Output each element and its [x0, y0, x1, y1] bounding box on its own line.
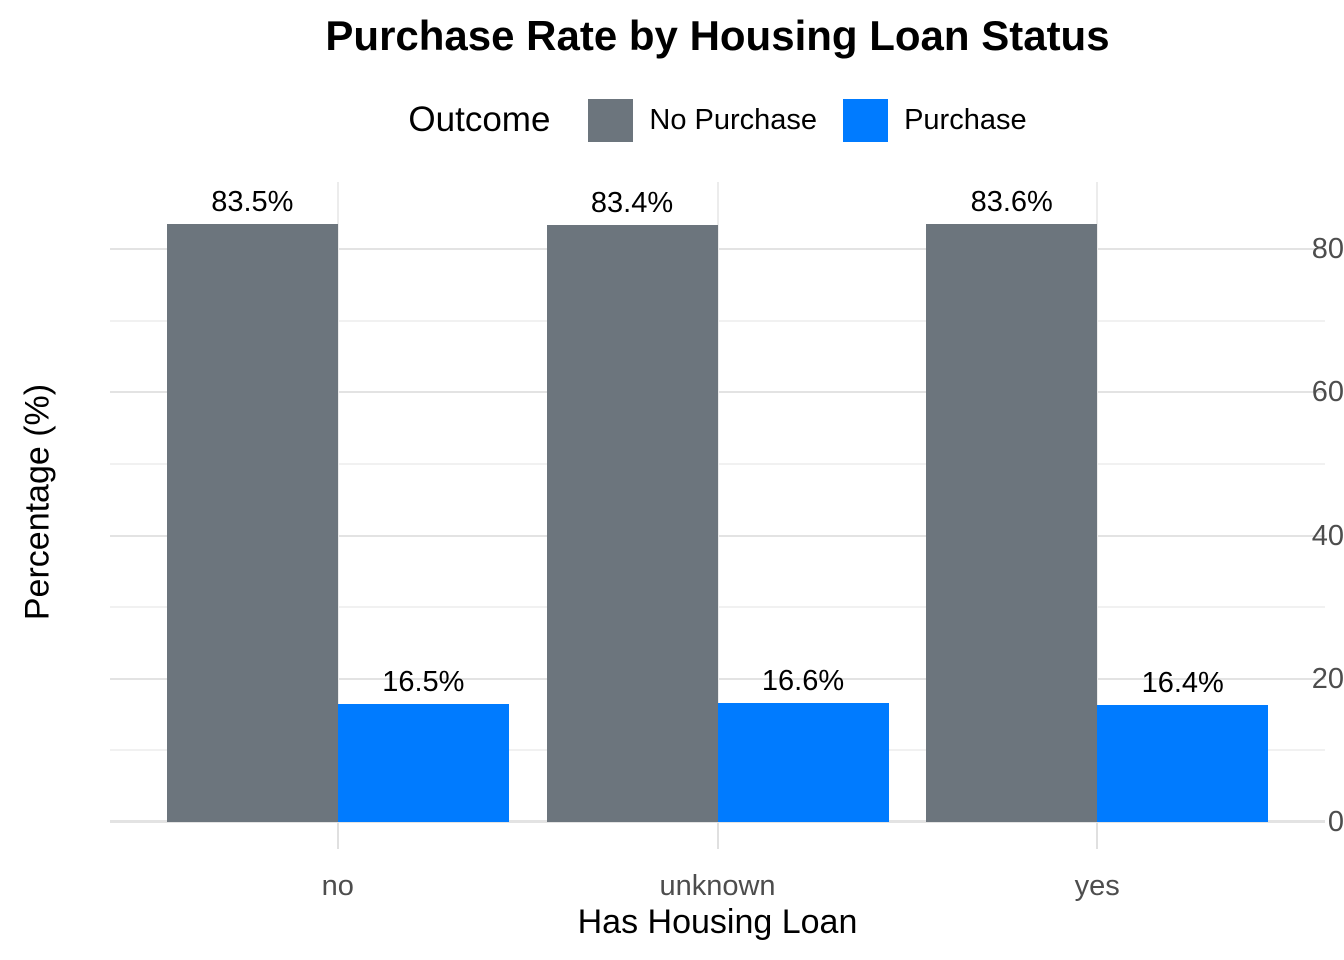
legend-swatch-no-purchase	[588, 98, 634, 142]
y-tick-label-40: 40	[1311, 519, 1344, 552]
bar-value-label: 83.4%	[590, 186, 674, 219]
legend-item-no-purchase: No Purchase	[588, 98, 818, 142]
bar-value-label: 16.4%	[1141, 666, 1224, 699]
y-tick-label-0: 0	[1327, 806, 1344, 838]
x-axis-title: Has Housing Loan	[577, 903, 858, 941]
gridline-vertical-no	[336, 182, 339, 822]
bar-value-label: 16.5%	[382, 665, 465, 698]
legend-label-purchase: Purchase	[904, 103, 1027, 136]
legend-item-purchase: Purchase	[843, 98, 1027, 142]
bar-no-purchase	[337, 703, 509, 822]
legend-label-no-purchase: No Purchase	[649, 103, 818, 136]
y-axis-title: Percentage (%)	[18, 383, 57, 621]
x-tick-label-yes: yes	[1074, 870, 1120, 902]
chart-title: Purchase Rate by Housing Loan Status	[325, 12, 1110, 59]
x-tick-mark-yes	[1096, 823, 1099, 849]
y-tick-label-60: 60	[1311, 376, 1344, 409]
bar-yes-purchase	[1097, 704, 1269, 822]
y-tick-label-80: 80	[1311, 233, 1344, 266]
legend-swatch-purchase	[843, 98, 889, 142]
bar-yes-no-purchase	[926, 223, 1098, 822]
legend-title: Outcome	[408, 100, 551, 139]
x-tick-mark-unknown	[716, 823, 719, 849]
legend: Outcome No Purchase Purchase	[110, 97, 1325, 143]
bar-value-label: 83.6%	[970, 185, 1053, 218]
gridline-vertical-unknown	[716, 182, 719, 822]
gridline-vertical-yes	[1096, 182, 1099, 822]
bar-value-label: 16.6%	[761, 665, 845, 698]
bar-unknown-no-purchase	[546, 224, 718, 822]
bar-value-label: 83.5%	[211, 186, 294, 219]
x-tick-label-unknown: unknown	[659, 870, 776, 902]
plot-area: 83.5% 83.4% 83.6% 16.5% 16.6% 16.4%	[110, 182, 1325, 823]
x-tick-label-no: no	[321, 870, 354, 902]
x-tick-mark-no	[336, 823, 339, 849]
bar-no-no-purchase	[166, 224, 338, 822]
bar-unknown-purchase	[717, 703, 889, 822]
y-tick-label-20: 20	[1311, 662, 1344, 695]
